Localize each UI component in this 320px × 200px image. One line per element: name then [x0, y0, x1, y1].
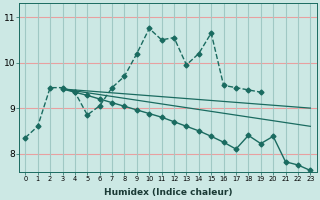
- X-axis label: Humidex (Indice chaleur): Humidex (Indice chaleur): [104, 188, 232, 197]
